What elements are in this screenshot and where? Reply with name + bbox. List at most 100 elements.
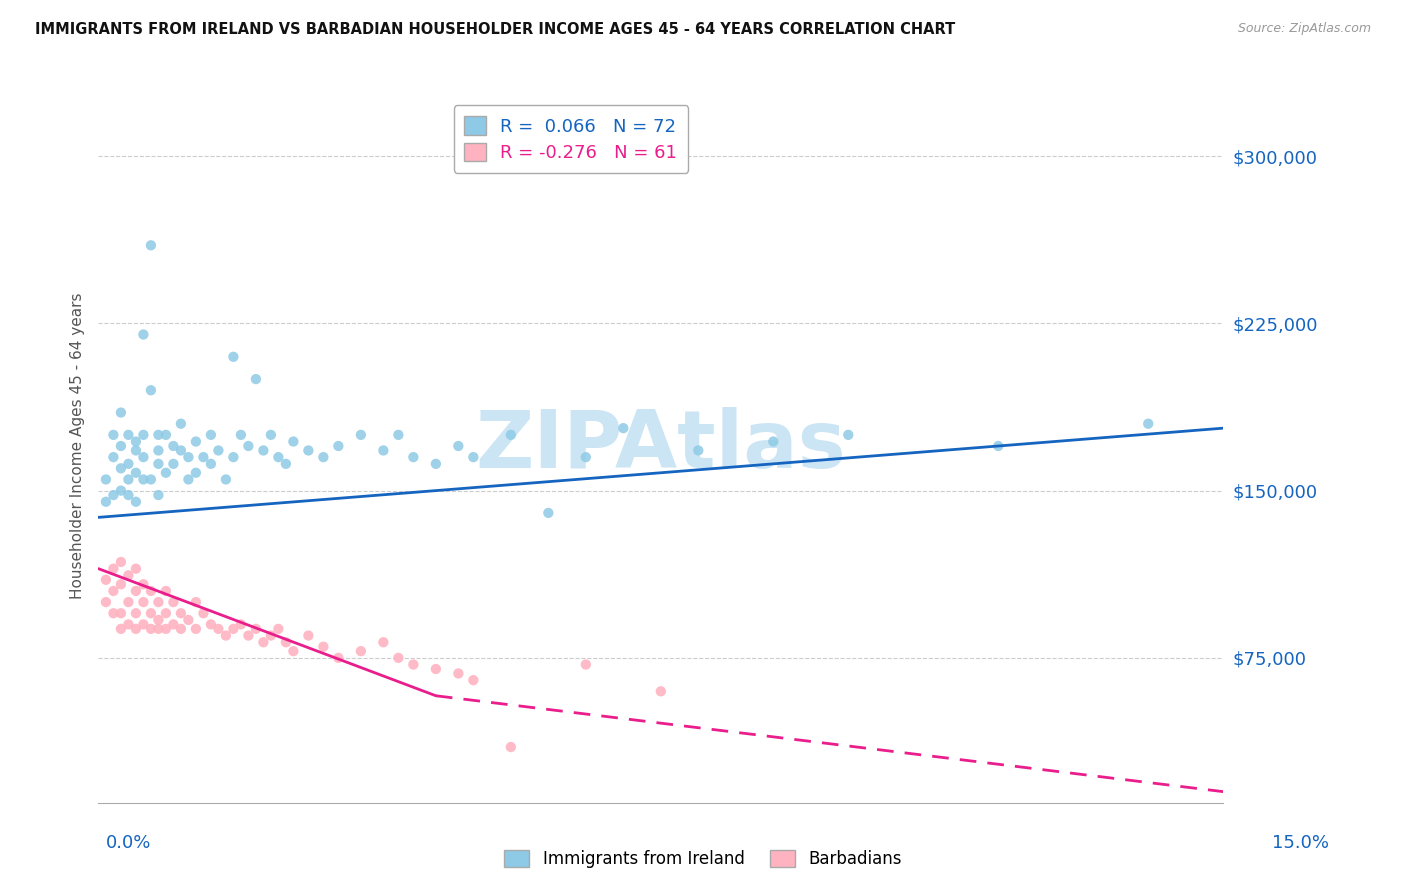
Point [193,450,215,464]
Point [139,607,162,621]
Point [463,673,485,687]
Point [117,472,139,486]
Point [274,457,297,471]
Point [184,595,207,609]
Point [222,450,245,464]
Point [245,372,267,386]
Point [103,427,125,442]
Point [125,434,148,449]
Point [148,622,170,636]
Point [132,472,155,486]
Point [162,439,184,453]
Point [245,622,267,636]
Point [94,494,117,508]
Point [155,607,177,621]
Point [229,427,252,442]
Point [139,583,162,598]
Point [148,595,170,609]
Point [117,595,139,609]
Point [139,238,162,252]
Point [132,427,155,442]
Point [387,651,409,665]
Point [425,662,447,676]
Point [117,488,139,502]
Point [215,628,238,642]
Point [650,684,672,698]
Point [762,434,785,449]
Point [387,427,409,442]
Point [402,450,425,464]
Point [184,466,207,480]
Point [350,644,373,658]
Point [103,488,125,502]
Point [177,450,200,464]
Point [170,622,193,636]
Point [200,427,222,442]
Point [125,622,148,636]
Point [837,427,859,442]
Point [177,613,200,627]
Point [148,488,170,502]
Point [312,450,335,464]
Text: ZIPAtlas: ZIPAtlas [475,407,846,485]
Point [103,450,125,464]
Point [200,617,222,632]
Point [425,457,447,471]
Point [170,443,193,458]
Point [170,607,193,621]
Point [155,466,177,480]
Point [94,595,117,609]
Point [222,622,245,636]
Point [132,617,155,632]
Point [328,651,350,665]
Point [350,427,373,442]
Point [103,607,125,621]
Point [575,657,598,672]
Point [103,562,125,576]
Point [575,450,598,464]
Point [200,457,222,471]
Point [252,443,274,458]
Point [110,483,132,498]
Point [402,657,425,672]
Point [267,450,290,464]
Point [103,583,125,598]
Point [612,421,634,435]
Point [132,595,155,609]
Point [1137,417,1160,431]
Point [297,628,319,642]
Point [229,617,252,632]
Point [274,635,297,649]
Point [184,622,207,636]
Point [328,439,350,453]
Point [170,417,193,431]
Point [139,383,162,397]
Point [110,461,132,475]
Point [110,577,132,591]
Point [215,472,238,486]
Point [148,613,170,627]
Point [117,617,139,632]
Point [125,607,148,621]
Y-axis label: Householder Income Ages 45 - 64 years: Householder Income Ages 45 - 64 years [69,293,84,599]
Point [139,622,162,636]
Point [117,568,139,582]
Point [499,740,522,755]
Point [148,457,170,471]
Point [148,443,170,458]
Point [110,405,132,419]
Point [260,427,283,442]
Point [155,583,177,598]
Point [94,573,117,587]
Point [162,595,184,609]
Point [193,607,215,621]
Point [125,562,148,576]
Point [297,443,319,458]
Point [499,427,522,442]
Point [447,666,470,681]
Point [373,443,395,458]
Point [125,443,148,458]
Point [184,434,207,449]
Point [463,450,485,464]
Legend: Immigrants from Ireland, Barbadians: Immigrants from Ireland, Barbadians [498,843,908,875]
